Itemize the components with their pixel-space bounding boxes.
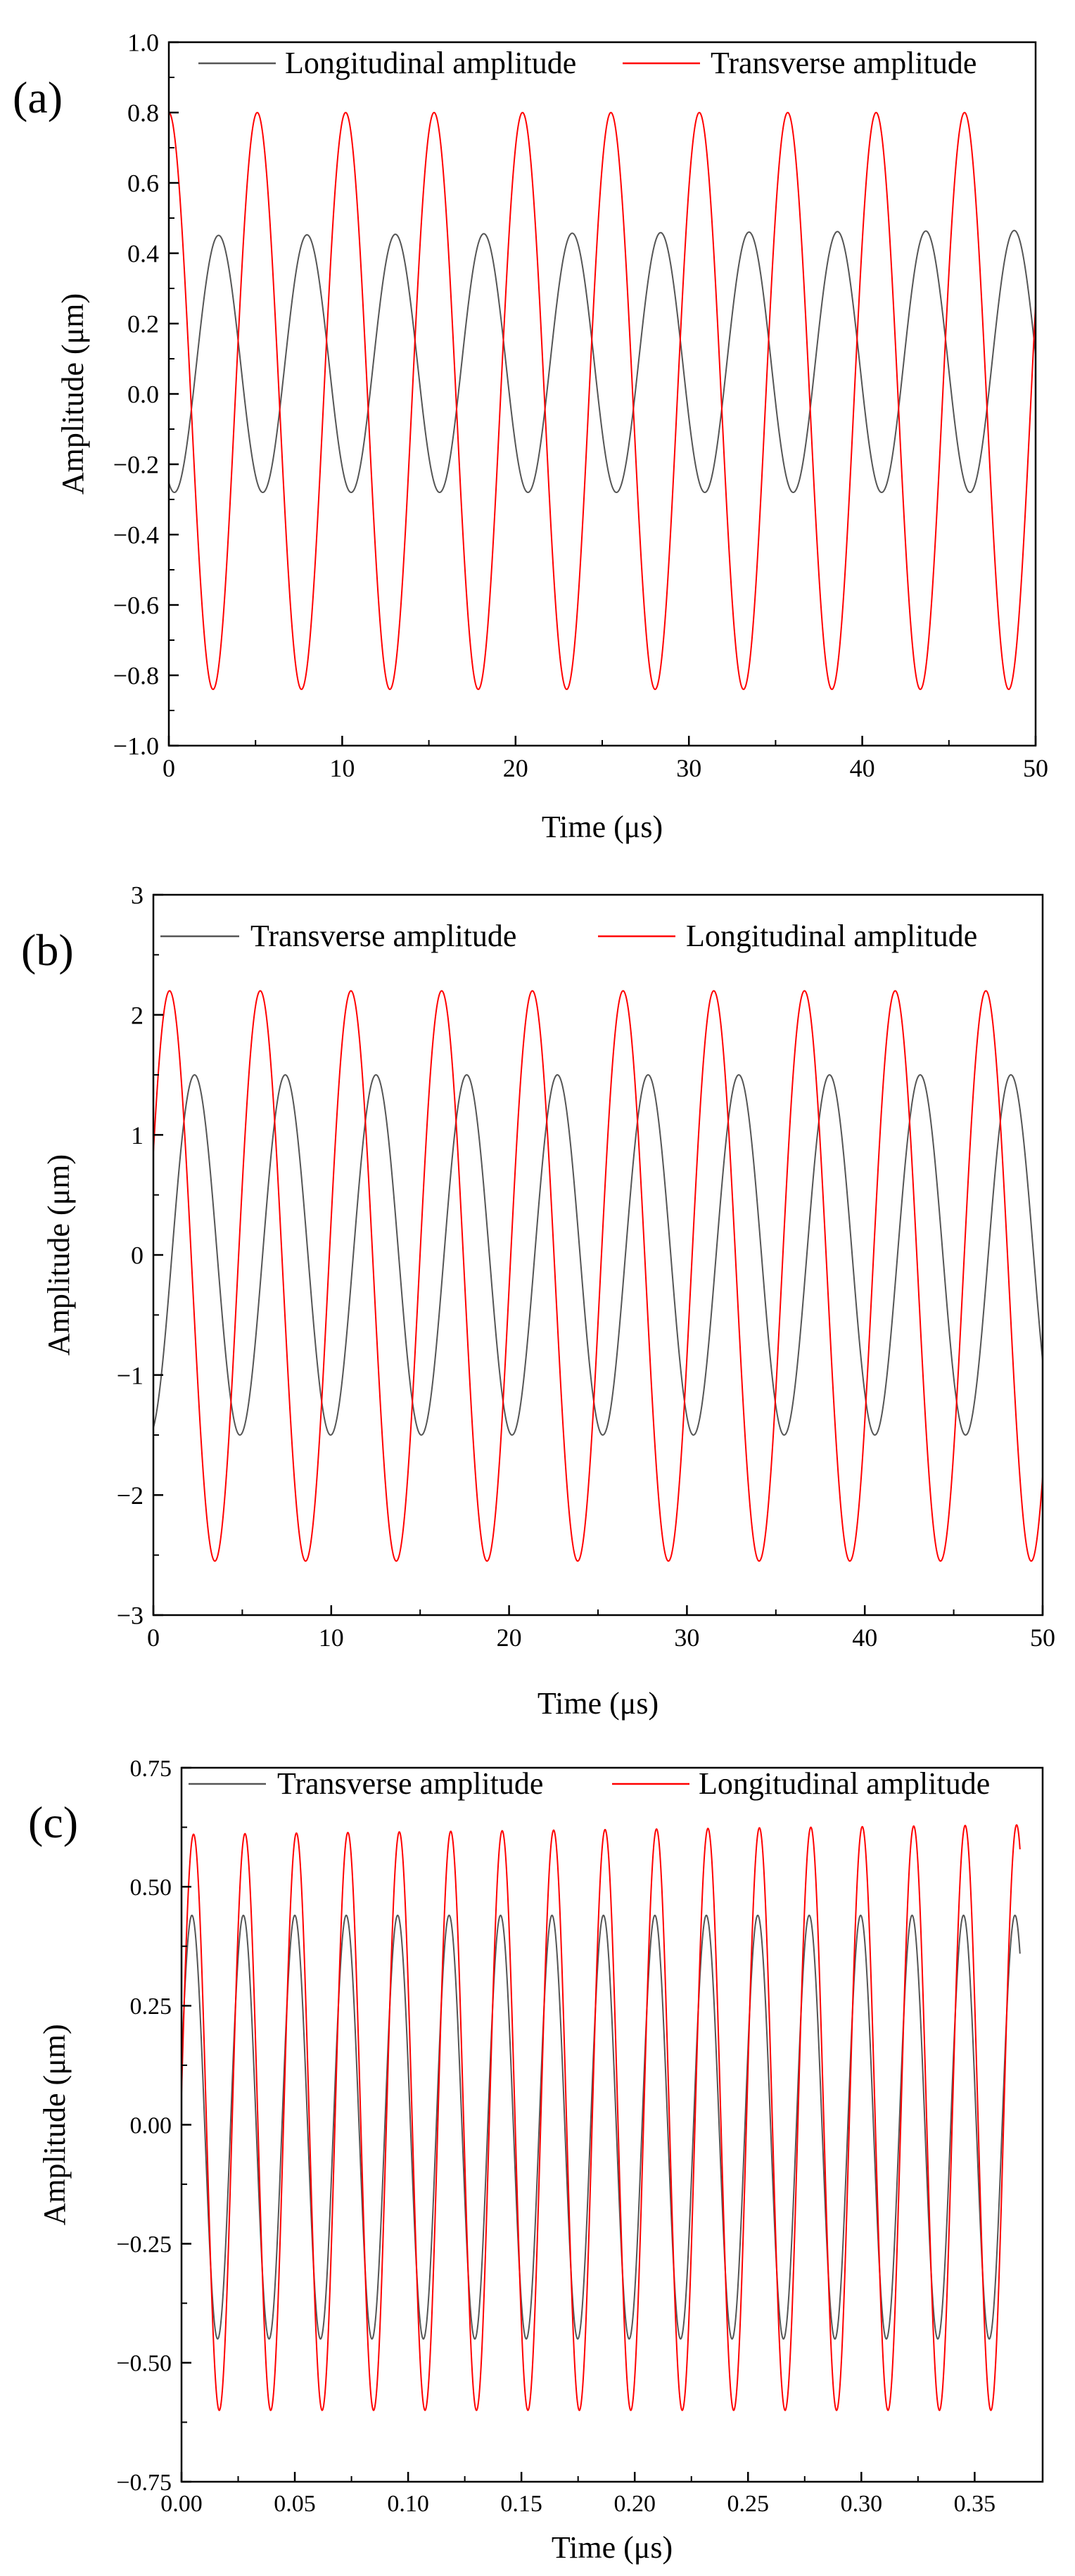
x-axis-label: Time (μs) (542, 810, 663, 844)
chart-panel-a: 0 10 20 30 40 50 −1.0 −0.8 −0.6 −0.4 −0.2 0.0 0.2 0.4… (13, 29, 1048, 844)
series-line-transverse-amplitude (153, 1073, 1043, 1436)
y-tick-label: 0.6 (127, 170, 159, 198)
legend-label: Longitudinal amplitude (699, 1766, 990, 1801)
series-line-longitudinal-amplitude (153, 990, 1043, 1562)
x-tick-label: 0 (147, 1624, 160, 1652)
x-tick-label: 50 (1023, 754, 1048, 782)
x-tick-label: 0.30 (841, 2491, 883, 2517)
panel-label: (c) (28, 1797, 78, 1847)
y-tick-label: 1.0 (127, 29, 159, 57)
x-tick-label: 0 (163, 754, 175, 782)
y-tick-label: 0.8 (127, 99, 159, 127)
y-tick-label: −3 (117, 1602, 144, 1630)
y-axis-label: Amplitude (μm) (37, 2024, 72, 2225)
x-tick-label: 0.35 (954, 2491, 996, 2517)
y-tick-label: 0.2 (127, 310, 159, 338)
chart-panel-b: 0 10 20 30 40 50 −3 −2 −1 0 1 2 3 Time (μs) Amplitude … (21, 881, 1055, 1721)
x-tick-label: 0.00 (160, 2491, 203, 2517)
x-tick-label: 40 (852, 1624, 877, 1652)
series-line-longitudinal-amplitude (182, 1824, 1021, 2411)
y-tick-label: 0.75 (130, 1756, 172, 1782)
y-tick-label: −1 (117, 1361, 144, 1389)
x-tick-label: 10 (319, 1624, 344, 1652)
legend-label: Transverse amplitude (250, 919, 516, 953)
x-tick-label: 20 (497, 1624, 522, 1652)
legend-label: Longitudinal amplitude (686, 919, 977, 953)
y-tick-label: 0 (131, 1242, 144, 1270)
legend-label: Longitudinal amplitude (285, 46, 576, 80)
y-axis-label: Amplitude (μm) (42, 1154, 76, 1356)
y-tick-label: 0.50 (130, 1875, 172, 1901)
x-tick-label: 30 (676, 754, 701, 782)
y-tick-label: −2 (117, 1481, 144, 1510)
x-tick-label: 0.25 (727, 2491, 770, 2517)
x-axis-label: Time (μs) (538, 1686, 659, 1721)
series-line-longitudinal-amplitude (169, 229, 1036, 494)
y-tick-label: 0.25 (130, 1994, 172, 2020)
chart-panel-c: 0.00 0.05 0.10 0.15 0.20 0.25 0.30 0.35 −0.75 −0.… (28, 1756, 1044, 2565)
panel-label: (b) (21, 925, 74, 975)
y-tick-label: −0.4 (113, 521, 159, 549)
y-tick-label: 2 (131, 1001, 144, 1029)
legend-label: Transverse amplitude (711, 46, 977, 80)
x-tick-label: 0.15 (500, 2491, 542, 2517)
x-tick-label: 40 (850, 754, 875, 782)
legend-label: Transverse amplitude (277, 1766, 543, 1801)
y-tick-label: −0.8 (113, 662, 159, 690)
y-tick-label: 3 (131, 881, 144, 910)
x-axis-label: Time (μs) (552, 2530, 673, 2565)
x-tick-label: 50 (1030, 1624, 1055, 1652)
y-tick-label: 0.00 (130, 2112, 172, 2138)
y-tick-label: −0.50 (116, 2351, 172, 2377)
y-tick-label: −0.25 (116, 2232, 172, 2258)
x-tick-label: 0.05 (274, 2491, 316, 2517)
x-tick-label: 0.20 (613, 2491, 656, 2517)
y-axis-label: Amplitude (μm) (56, 293, 90, 495)
x-tick-label: 10 (329, 754, 355, 782)
y-tick-label: −1.0 (113, 732, 159, 760)
x-tick-label: 30 (674, 1624, 699, 1652)
y-tick-label: −0.2 (113, 451, 159, 479)
y-tick-label: −0.6 (113, 592, 159, 620)
y-tick-label: 0.4 (127, 240, 159, 268)
panel-label: (a) (13, 72, 63, 122)
x-tick-label: 0.10 (387, 2491, 429, 2517)
y-tick-label: 0.0 (127, 381, 159, 409)
y-tick-label: 1 (131, 1121, 144, 1149)
x-tick-label: 20 (503, 754, 528, 782)
y-tick-label: −0.75 (116, 2470, 172, 2496)
series-line-transverse-amplitude (169, 111, 1036, 691)
